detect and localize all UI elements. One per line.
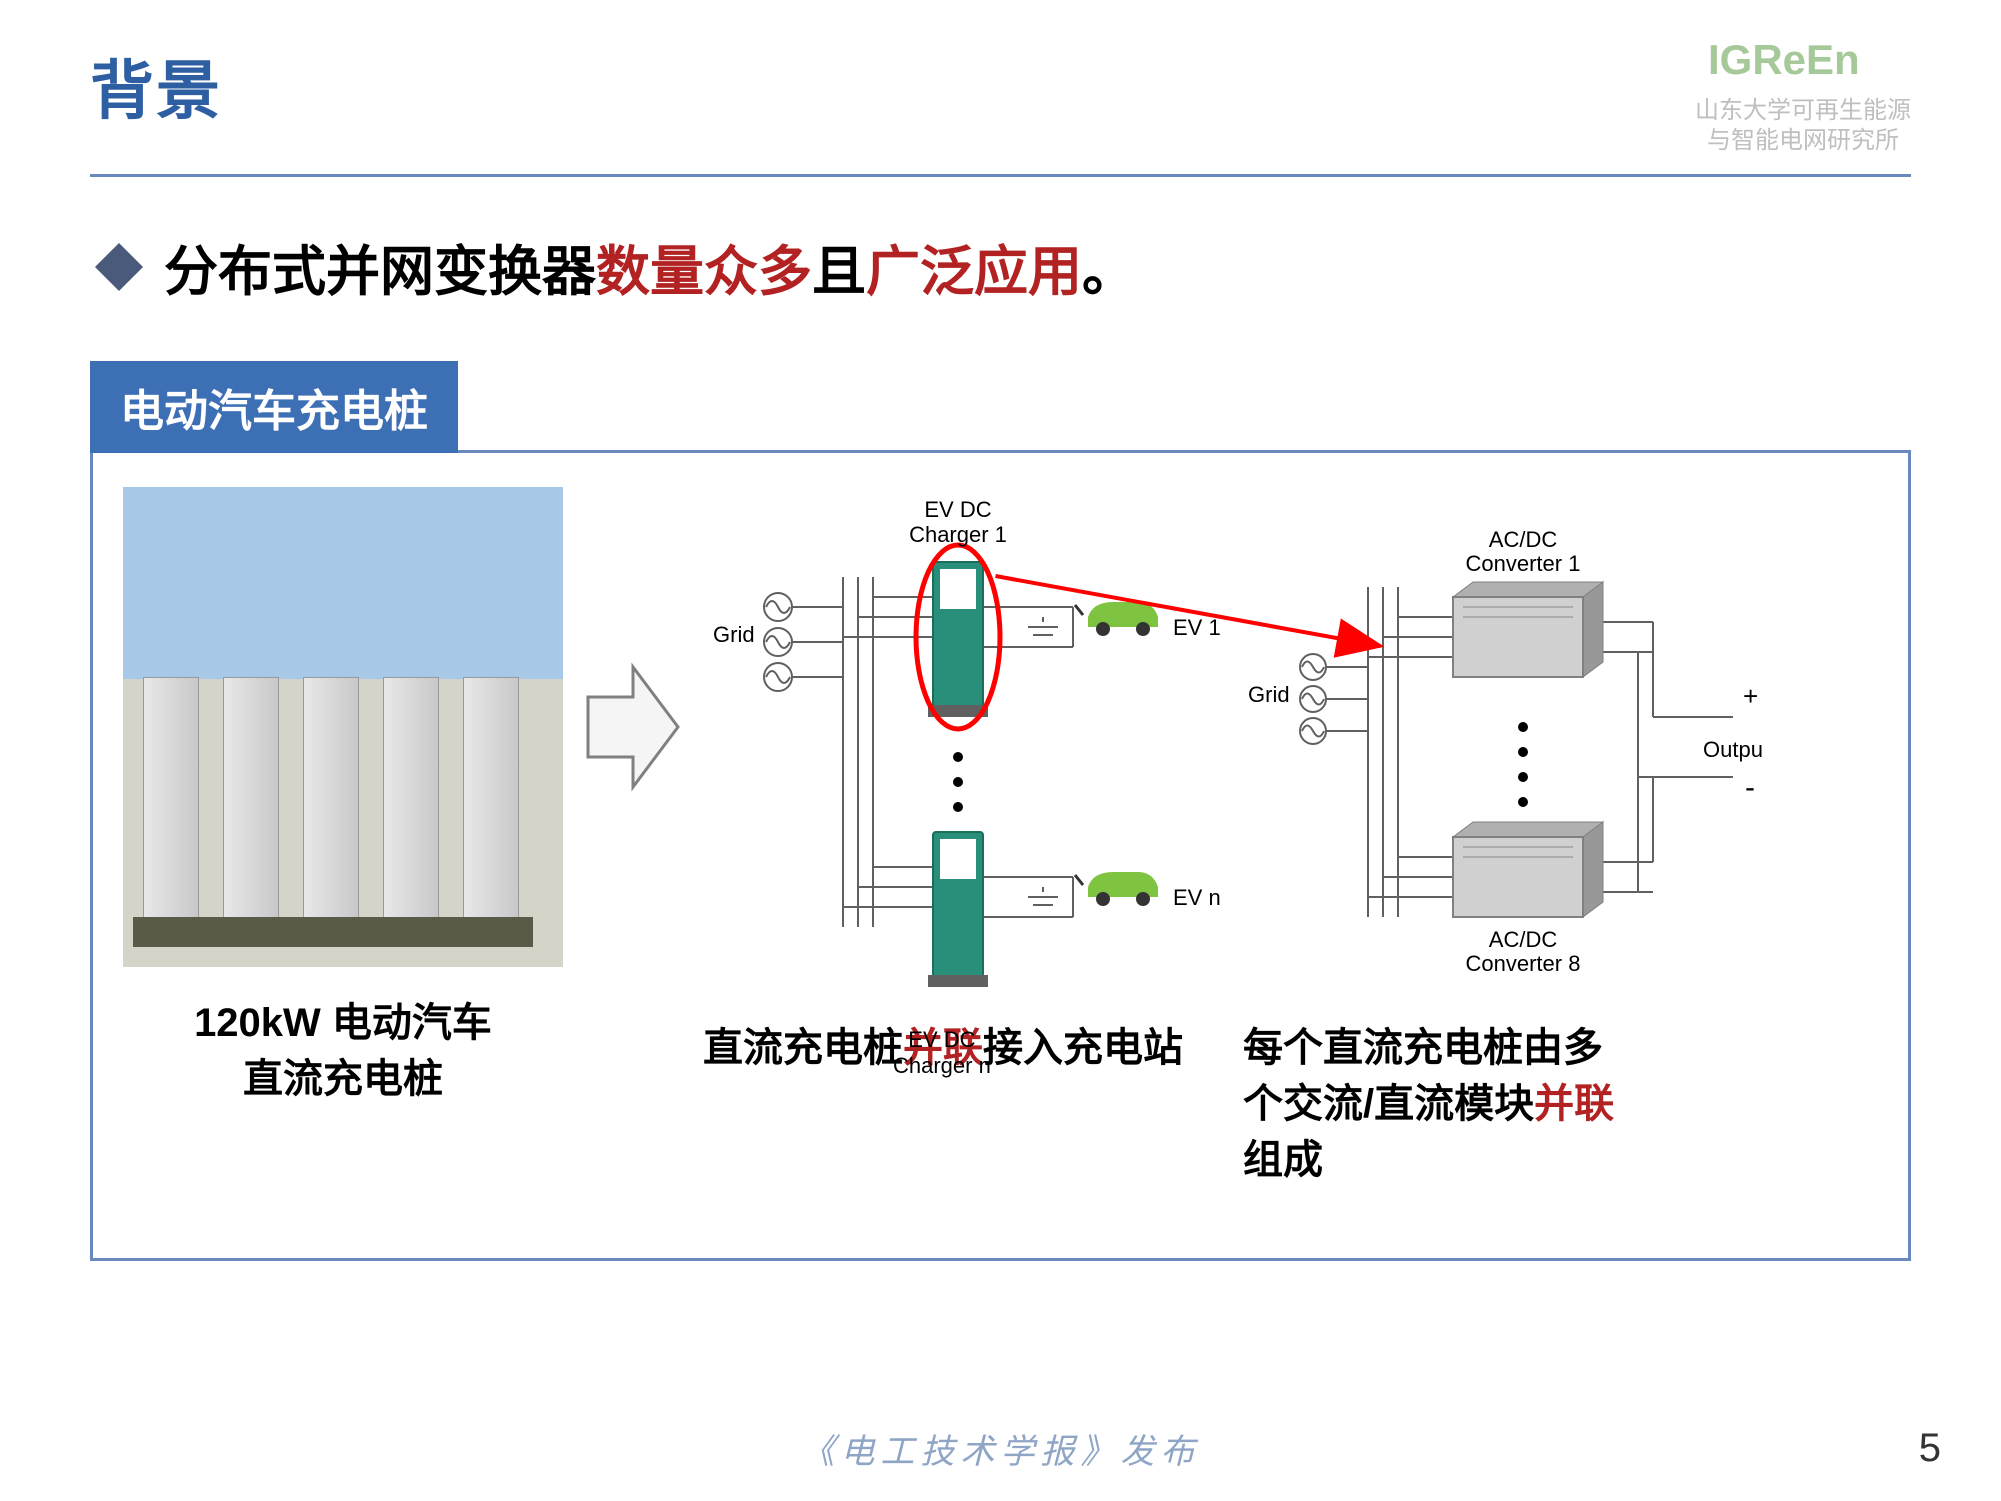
footer-journal: 《电工技术学报》发布 xyxy=(801,1424,1201,1473)
page-number: 5 xyxy=(1919,1426,1941,1471)
svg-text:EV 1: EV 1 xyxy=(1173,615,1221,640)
svg-text:EV DC: EV DC xyxy=(924,497,991,522)
diagram-converter: Grid xyxy=(1243,487,1763,987)
svg-text:Converter 1: Converter 1 xyxy=(1466,551,1581,576)
bullet: 分布式并网变换器数量众多且广泛应用。 xyxy=(102,227,1911,306)
svg-text:-: - xyxy=(1745,771,1755,804)
caption-3: 每个直流充电桩由多 个交流/直流模块并联 组成 xyxy=(1243,1020,1763,1188)
logo-affil-2: 与智能电网研究所 xyxy=(1695,126,1911,156)
ev-charger-photo xyxy=(123,487,563,967)
panel-tab: 电动汽车充电桩 xyxy=(90,361,458,453)
caption-1: 120kW 电动汽车 直流充电桩 xyxy=(123,995,563,1107)
svg-text:Charger 1: Charger 1 xyxy=(909,522,1007,547)
svg-text:Grid: Grid xyxy=(1248,682,1290,707)
svg-text:IGReEn: IGReEn xyxy=(1708,36,1860,82)
svg-text:Converter 8: Converter 8 xyxy=(1466,951,1581,976)
logo-affil-1: 山东大学可再生能源 xyxy=(1695,96,1911,126)
svg-text:Grid: Grid xyxy=(713,622,755,647)
svg-text:+: + xyxy=(1743,681,1758,711)
slide-title: 背景 xyxy=(90,40,222,132)
diamond-bullet-icon xyxy=(95,242,143,290)
big-arrow-icon xyxy=(583,662,683,792)
svg-text:AC/DC: AC/DC xyxy=(1489,527,1558,552)
charger-n-label: EV DCCharger n xyxy=(893,1027,991,1078)
logo-icon: IGReEn xyxy=(1708,34,1898,82)
title-underline xyxy=(90,174,1911,177)
svg-text:AC/DC: AC/DC xyxy=(1489,927,1558,952)
panel: 120kW 电动汽车 直流充电桩 Grid xyxy=(90,450,1911,1261)
svg-text:EV n: EV n xyxy=(1173,885,1221,910)
bullet-text: 分布式并网变换器数量众多且广泛应用。 xyxy=(164,227,1136,306)
logo-block: IGReEn 山东大学可再生能源 与智能电网研究所 xyxy=(1695,34,1911,156)
diagram-ev-station: Grid xyxy=(703,487,1223,987)
svg-text:Output: Output xyxy=(1703,737,1763,762)
